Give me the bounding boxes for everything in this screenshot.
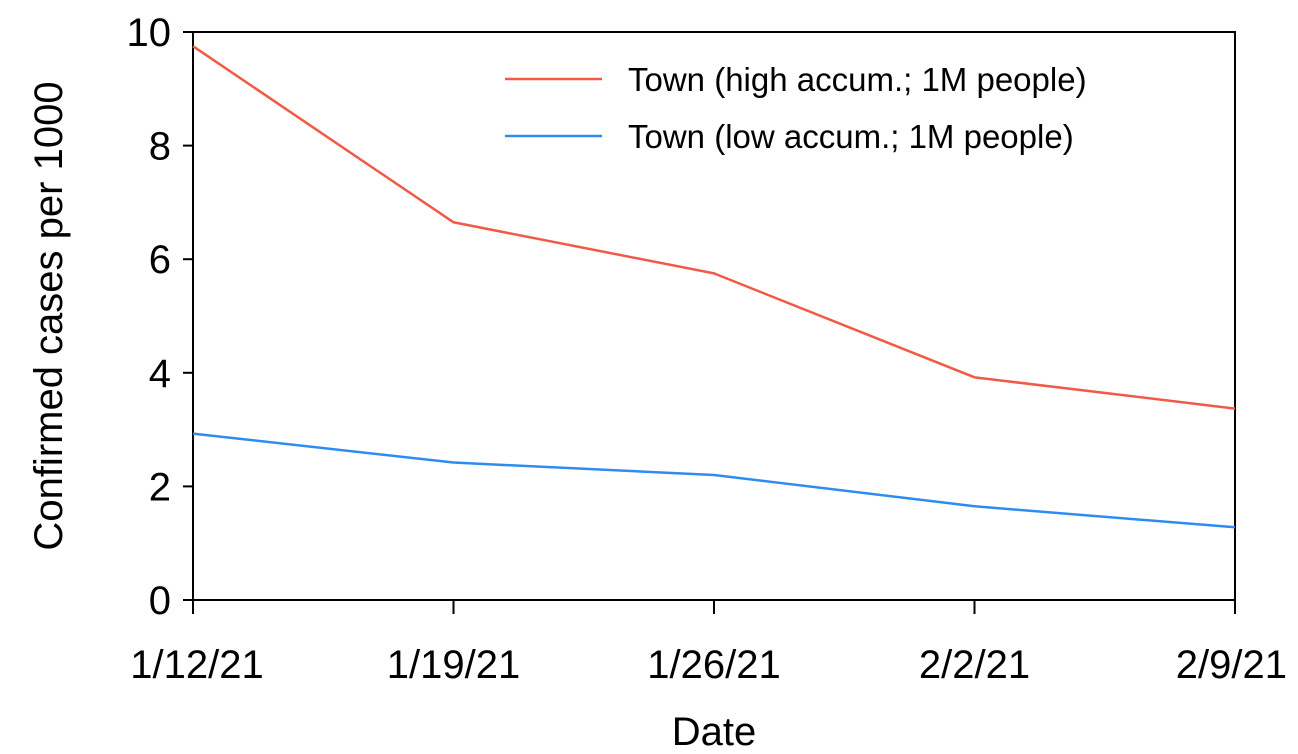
y-tick-label: 10 [127,11,172,55]
x-axis-label: Date [672,710,757,754]
y-tick-label: 0 [149,579,171,623]
series-lines [192,45,1236,529]
series-line-high-accum [192,45,1236,410]
x-tick-label: 2/9/21 [1176,643,1287,687]
y-axis: 0 2 4 6 8 10 [127,11,193,623]
y-tick-label: 4 [149,352,171,396]
x-tick-label: 1/26/21 [647,643,780,687]
y-tick-label: 2 [149,465,171,509]
y-axis-label: Confirmed cases per 1000 [27,81,71,550]
y-tick-label: 8 [149,125,171,169]
x-tick-label: 1/12/21 [130,643,263,687]
x-axis: 1/12/21 1/19/21 1/26/21 2/2/21 2/9/21 [130,600,1287,687]
series-line-low-accum [192,432,1236,529]
y-tick-label: 6 [149,238,171,282]
legend: Town (high accum.; 1M people) Town (low … [505,61,1087,155]
legend-label-high-accum: Town (high accum.; 1M people) [628,61,1087,98]
x-tick-label: 1/19/21 [387,643,520,687]
x-tick-label: 2/2/21 [919,643,1030,687]
legend-label-low-accum: Town (low accum.; 1M people) [628,118,1074,155]
